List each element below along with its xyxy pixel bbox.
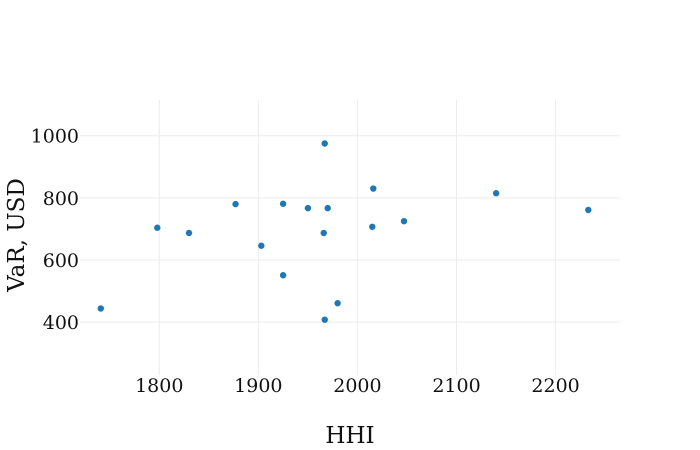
- y-tick-label: 400: [43, 312, 79, 334]
- data-point: [492, 190, 500, 197]
- y-tick-label: 600: [43, 250, 79, 272]
- x-tick-label: 2100: [432, 375, 480, 397]
- y-axis-title: VaR, USD: [4, 178, 30, 293]
- data-point: [585, 206, 592, 214]
- x-axis-title: HHI: [325, 423, 374, 449]
- x-tick-label: 1800: [135, 375, 183, 397]
- data-point: [232, 200, 239, 208]
- data-point: [154, 224, 161, 231]
- y-tick-label: 1000: [31, 126, 79, 148]
- x-tick-label: 1900: [234, 375, 282, 397]
- data-point: [185, 229, 193, 237]
- data-point: [369, 223, 376, 230]
- y-tick-label: 800: [43, 188, 79, 210]
- data-point: [321, 140, 328, 147]
- grid: [80, 100, 620, 375]
- data-point: [97, 305, 105, 312]
- data-point: [334, 300, 341, 307]
- data-point: [258, 242, 265, 249]
- tick-labels: 1800 1900 2000 2100 2200 400 600 800 1000: [31, 126, 580, 397]
- data-point: [400, 217, 408, 225]
- data-point: [321, 316, 328, 323]
- x-tick-label: 2000: [333, 375, 381, 397]
- data-point: [279, 200, 287, 207]
- data-point: [370, 185, 377, 192]
- data-point: [324, 204, 331, 212]
- x-tick-label: 2200: [531, 375, 579, 397]
- data-point: [304, 204, 312, 212]
- data-point: [279, 272, 287, 279]
- data-point: [320, 229, 327, 237]
- data-points: [97, 140, 592, 323]
